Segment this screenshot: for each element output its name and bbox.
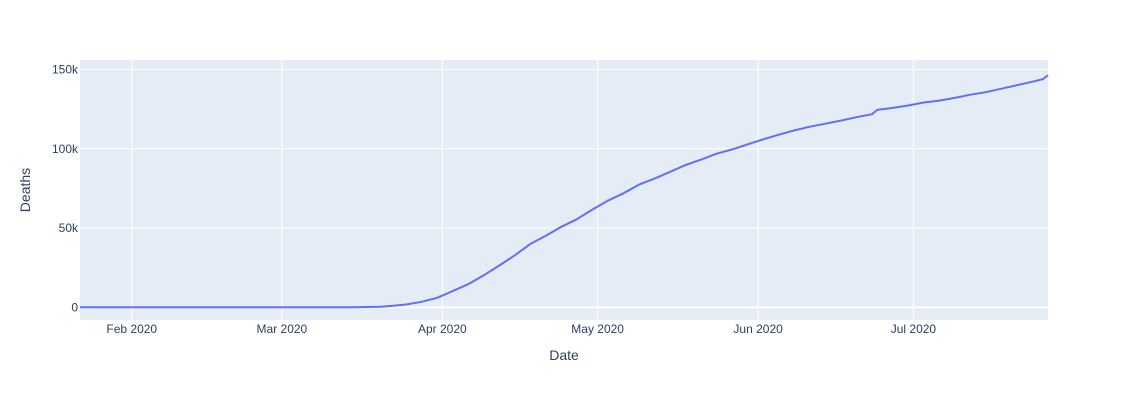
x-tick-label: May 2020 <box>571 322 624 336</box>
y-axis-title: Deaths <box>17 168 33 212</box>
y-tick-label: 0 <box>71 300 78 314</box>
x-axis-title: Date <box>549 347 579 363</box>
series-line <box>79 74 1049 309</box>
x-tick-label: Jun 2020 <box>733 322 783 336</box>
y-tick-label: 100k <box>52 142 79 156</box>
x-tick-label: Mar 2020 <box>257 322 308 336</box>
y-axis-ticks: 0 50k 100k 150k <box>52 63 79 315</box>
plot-background <box>80 60 1048 320</box>
x-tick-label: Feb 2020 <box>106 322 157 336</box>
x-gridlines <box>131 60 914 320</box>
x-tick-label: Apr 2020 <box>418 322 467 336</box>
y-tick-label: 150k <box>52 63 79 77</box>
x-axis-ticks: Feb 2020 Mar 2020 Apr 2020 May 2020 Jun 2020… <box>106 322 936 336</box>
x-tick-label: Jul 2020 <box>891 322 937 336</box>
y-tick-label: 50k <box>59 221 79 235</box>
